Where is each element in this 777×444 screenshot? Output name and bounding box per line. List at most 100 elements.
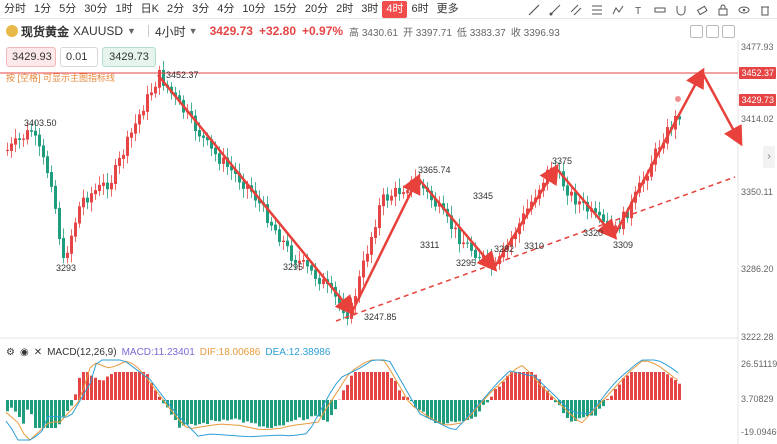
pattern-tool-icon[interactable] <box>609 1 626 18</box>
symbol-name[interactable]: 现货黄金 <box>21 24 70 39</box>
chevron-right-icon[interactable]: › <box>763 146 775 168</box>
lock-icon[interactable] <box>714 1 731 18</box>
panel-tools <box>690 25 735 38</box>
indicator-hint: 按 [空格] 可显示主图指标线 <box>6 73 116 83</box>
macd-settings-icon[interactable]: ⚙ <box>6 347 15 358</box>
macd-bar <box>190 400 193 424</box>
quantity-input[interactable]: 0.01 <box>60 47 98 67</box>
macd-bar <box>458 400 461 422</box>
timeframe-5[interactable]: 日K <box>140 2 159 15</box>
macd-bar <box>230 400 233 420</box>
price-annotation: 3293 <box>56 263 77 273</box>
price-change: +32.80 <box>258 24 296 38</box>
timeframe-1[interactable]: 1分 <box>34 2 52 15</box>
macd-bar <box>350 375 353 400</box>
candle-body <box>174 92 177 97</box>
collapse-icon[interactable] <box>690 25 703 38</box>
timeframe-2[interactable]: 5分 <box>59 2 77 15</box>
fib-tool-icon[interactable] <box>588 1 605 18</box>
candle-body <box>110 182 113 190</box>
candle-body <box>150 92 153 96</box>
price-axis-label: 3286.20 <box>741 264 774 274</box>
candle-body <box>598 211 601 216</box>
eye-icon[interactable] <box>735 1 752 18</box>
measure-tool-icon[interactable] <box>651 1 668 18</box>
macd-bar <box>310 400 313 417</box>
settings-icon[interactable] <box>722 25 735 38</box>
macd-bar <box>366 372 369 400</box>
text-tool-icon[interactable]: T <box>630 1 647 18</box>
timeframe-11[interactable]: 20分 <box>304 2 329 15</box>
timeframe-16[interactable]: 更多 <box>436 2 459 15</box>
timeframe-12[interactable]: 2时 <box>336 2 354 15</box>
price-annotation: 3309 <box>613 240 634 250</box>
candle-body <box>594 208 597 213</box>
timeframe-7[interactable]: 3分 <box>192 2 210 15</box>
macd-bar <box>614 388 617 400</box>
macd-bar <box>342 390 345 400</box>
macd-bar <box>182 400 185 426</box>
buy-price-button[interactable]: 3429.73 <box>102 47 156 67</box>
macd-bar <box>178 400 181 428</box>
price-badge: 3452.37 <box>739 67 776 79</box>
macd-bar <box>98 379 101 400</box>
candle-body <box>274 224 277 231</box>
macd-bar <box>138 372 141 400</box>
candle-body <box>10 143 13 151</box>
macd-bar <box>210 400 213 421</box>
macd-eye-icon[interactable]: ◉ <box>19 347 29 358</box>
candle-body <box>374 227 377 238</box>
period-chevron-icon[interactable]: ▼ <box>188 26 198 36</box>
current-price: 3429.73 <box>209 24 253 38</box>
delete-icon[interactable] <box>756 1 773 18</box>
eraser-icon[interactable] <box>693 1 710 18</box>
macd-bar <box>226 400 229 421</box>
candle-body <box>134 123 137 134</box>
ohlc-values: 高 3430.61 开 3397.71 低 3383.37 收 3396.93 <box>349 24 565 39</box>
channel-tool-icon[interactable] <box>567 1 584 18</box>
macd-bar <box>66 400 69 411</box>
timeframe-15[interactable]: 6时 <box>411 2 429 15</box>
macd-bar <box>610 395 613 400</box>
timeframe-14[interactable]: 4时 <box>382 0 408 18</box>
macd-bar <box>306 400 309 420</box>
timeframe-0[interactable]: 分时 <box>4 2 26 15</box>
line-tool-icon[interactable] <box>525 1 542 18</box>
candle-body <box>322 279 325 285</box>
magnet-icon[interactable] <box>672 1 689 18</box>
macd-bar <box>222 400 225 420</box>
timeframe-13[interactable]: 3时 <box>361 2 379 15</box>
candle-body <box>278 229 281 243</box>
macd-close-icon[interactable]: ✕ <box>33 347 43 358</box>
symbol-code[interactable]: XAUUSD <box>73 24 124 38</box>
macd-axis-label: -19.09460 <box>741 427 777 437</box>
macd-bar <box>30 400 33 415</box>
timeframe-10[interactable]: 15分 <box>273 2 297 15</box>
macd-bar <box>462 400 465 421</box>
timeframe-toolbar: 分时 1分 5分 30分 1时 日K 2分 3分 4分 10分 15分 20分 2时 3时 4时 6时 更多 <box>0 0 777 19</box>
macd-bar <box>626 375 629 400</box>
timeframe-9[interactable]: 10分 <box>242 2 266 15</box>
candle-body <box>82 197 85 208</box>
timeframe-3[interactable]: 30分 <box>84 2 108 15</box>
timeframe-6[interactable]: 2分 <box>166 2 185 15</box>
candle-body <box>266 204 269 223</box>
candle-body <box>294 259 297 264</box>
candle-body <box>6 149 9 151</box>
expand-icon[interactable] <box>706 25 719 38</box>
candle-body <box>78 206 81 224</box>
macd-bar <box>646 372 649 400</box>
macd-bar <box>642 372 645 400</box>
timeframe-8[interactable]: 4分 <box>217 2 235 15</box>
period-selector[interactable]: 4小时 <box>154 24 186 39</box>
ray-tool-icon[interactable] <box>546 1 563 18</box>
sell-price-button[interactable]: 3429.93 <box>6 47 56 67</box>
macd-legend: ⚙ ◉ ✕ MACD(12,26,9) MACD:11.23401 DIF:18… <box>6 347 330 358</box>
macd-bar <box>486 400 489 403</box>
chevron-down-icon[interactable]: ▼ <box>127 26 136 36</box>
timeframe-4[interactable]: 1时 <box>115 2 133 15</box>
macd-bar <box>130 372 133 400</box>
macd-bar <box>414 400 417 408</box>
price-annotation: 3403.50 <box>24 118 57 128</box>
